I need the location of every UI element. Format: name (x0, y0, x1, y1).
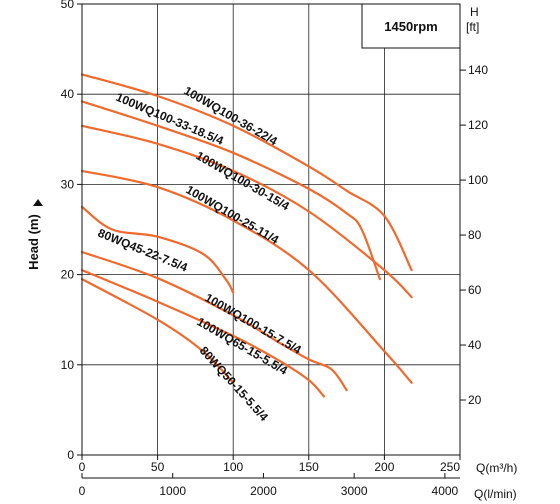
y-tick-label-m: 10 (61, 358, 75, 372)
x-axis-title-lmin: Q(l/min) (474, 487, 517, 501)
series-line (80, 250, 348, 392)
right-axis-title-h: H (470, 5, 479, 19)
x-tick-label-m3h: 50 (151, 460, 165, 474)
curve-labels: 100WQ100-36-22/4100WQ100-33-18.5/4100WQ1… (96, 83, 304, 424)
y-tick-label-m: 30 (61, 177, 75, 191)
grid (77, 3, 466, 478)
y-tick-label-ft: 60 (468, 283, 482, 297)
y-tick-label-m: 20 (61, 268, 75, 282)
axes (81, 3, 461, 479)
y-tick-label-ft: 100 (468, 173, 488, 187)
y-tick-label-m: 0 (67, 448, 74, 462)
series-line (80, 269, 325, 398)
tick-labels: 0 50 100 150 200 250 0 10 20 30 40 50 20 40 60 80 100 120… (61, 0, 489, 498)
y-tick-label-ft: 120 (468, 118, 488, 132)
series-line (80, 278, 235, 384)
y-tick-label-ft: 40 (468, 338, 482, 352)
series-line (80, 205, 235, 294)
x-tick-label-m3h: 0 (79, 460, 86, 474)
y-axis-arrow-icon (33, 199, 43, 206)
speed-label: 1450rpm (384, 19, 437, 34)
plot-frame (81, 3, 461, 456)
curves (80, 73, 413, 398)
right-axis-title-unit: [ft] (466, 20, 479, 34)
y-tick-label-ft: 140 (468, 63, 488, 77)
x-tick-label-m3h: 250 (440, 460, 460, 474)
speed-box (361, 3, 461, 49)
y-tick-label-m: 50 (61, 0, 75, 11)
series-label: 80WQ45-22-7.5/4 (96, 226, 190, 275)
x-tick-label-m3h: 200 (374, 460, 394, 474)
series-line (80, 100, 381, 281)
x-tick-label-lmin: 2000 (250, 484, 277, 498)
x-tick-label-lmin: 0 (79, 484, 86, 498)
series-line (80, 73, 413, 272)
x-tick-label-lmin: 3000 (341, 484, 368, 498)
y-tick-label-ft: 80 (468, 228, 482, 242)
x-tick-label-m3h: 100 (223, 460, 243, 474)
y-tick-label-m: 40 (61, 87, 75, 101)
x-tick-label-lmin: 1000 (159, 484, 186, 498)
series-line (80, 169, 413, 384)
x-tick-label-lmin: 4000 (432, 484, 459, 498)
x-tick-label-m3h: 150 (299, 460, 319, 474)
series-line (80, 124, 413, 299)
y-axis-title: Head (m) (26, 214, 41, 270)
x-axis-title-m3h: Q(m³/h) (476, 461, 517, 475)
y-tick-label-ft: 20 (468, 393, 482, 407)
